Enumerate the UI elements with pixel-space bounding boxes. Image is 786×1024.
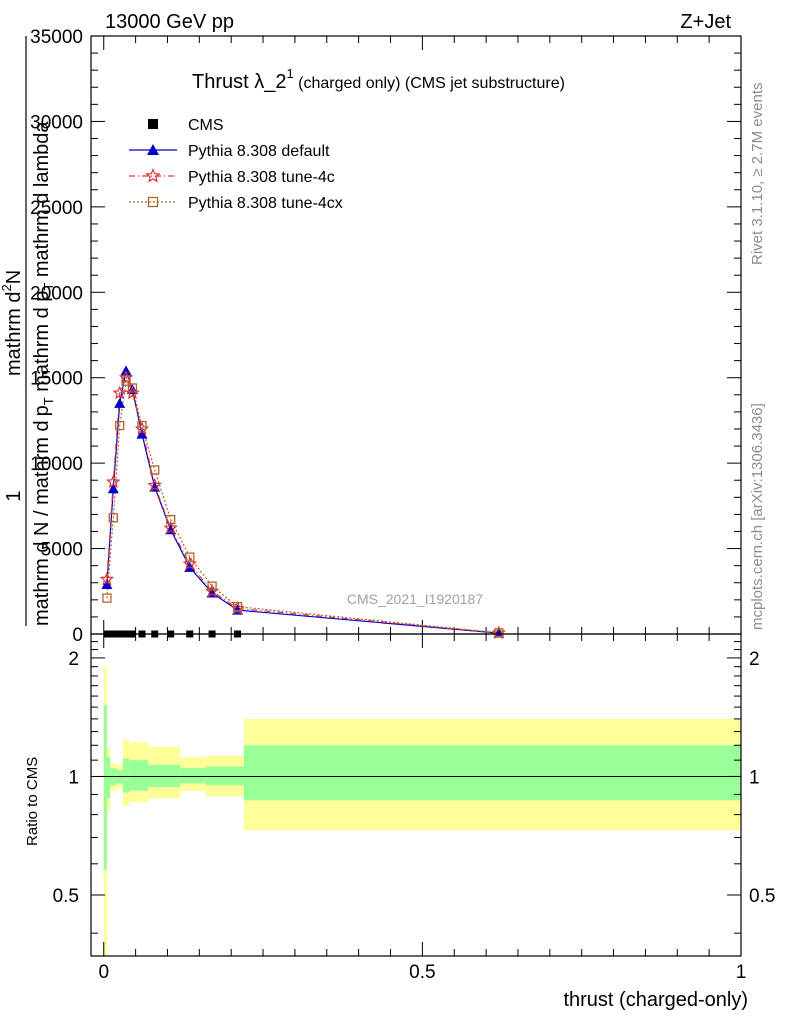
legend-label-2: Pythia 8.308 tune-4c	[188, 169, 335, 186]
legend-label-3: Pythia 8.308 tune-4cx	[188, 195, 343, 212]
legend-label-0: CMS	[188, 117, 224, 134]
ratio-y-label: Ratio to CMS	[24, 757, 41, 846]
ratio-band-green-0	[103, 704, 107, 870]
rivet-label: Rivet 3.1.10, ≥ 2.7M events	[749, 83, 766, 266]
ratio-panel: 0 0.5 1 0.5 0.5 1 1 2 2	[53, 633, 775, 983]
ratio-y-tick-label: 0.5	[53, 886, 79, 907]
ratio-y-tick-label: 1	[68, 767, 79, 788]
series-point-2	[102, 593, 112, 603]
y-tick-label: 10000	[30, 454, 83, 475]
ratio-band-green-5	[129, 760, 149, 791]
plot-title-suffix: (charged only) (CMS jet substructure)	[294, 75, 565, 92]
series-point-2	[108, 513, 118, 523]
ylabel-denom: mathrm d N / mathrm dpT mathrm d pT math…	[31, 121, 56, 626]
y-tick-label: 15000	[30, 369, 83, 390]
x-tick-label: 0.5	[409, 962, 435, 983]
ratio-band-green-1	[106, 757, 111, 799]
ratio-y-tick-label-right: 1	[749, 767, 760, 788]
y-tick-label: 30000	[30, 112, 83, 133]
series-point-1	[182, 556, 198, 571]
header-right: Z+Jet	[680, 11, 731, 33]
series-point-2	[137, 420, 147, 431]
ylabel-one: 1	[3, 490, 25, 501]
y-tick-label: 0	[72, 625, 83, 646]
series-point-2	[166, 514, 176, 525]
ratio-band-green-8	[205, 766, 244, 786]
y-tick-label: 25000	[30, 198, 83, 219]
ratio-y-tick-label: 2	[68, 649, 79, 670]
legend-marker-1	[147, 144, 159, 155]
y-tick-label: 5000	[41, 540, 83, 561]
mcplots-label: mcplots.cern.ch [arXiv:1306.3436]	[749, 403, 766, 630]
y-tick-label: 20000	[30, 283, 83, 304]
main-panel: 0 5000 10000 15000 20000 25000 30000 35000	[30, 27, 742, 646]
x-tick-label: 1	[736, 962, 747, 983]
x-axis-label: thrust (charged-only)	[563, 989, 748, 1011]
ylabel-numer: mathrm d2N	[0, 270, 25, 376]
series-point-2	[207, 581, 217, 591]
x-tick-label: 0	[98, 962, 109, 983]
series-point-2	[150, 465, 160, 475]
ratio-y-tick-label-right: 0.5	[749, 886, 775, 907]
y-axis-label: 1 mathrm d2N mathrm d N / mathrm dpT mat…	[0, 36, 56, 626]
series-point-0	[114, 397, 126, 408]
legend-marker-3	[147, 196, 159, 208]
series-point-1	[112, 385, 127, 400]
series-point-1	[99, 571, 115, 586]
y-tick-label: 35000	[30, 27, 83, 48]
series-point-2	[185, 552, 195, 562]
series-point-2	[494, 628, 504, 638]
legend-marker-0	[148, 119, 158, 129]
series-point-0	[107, 483, 119, 494]
series-point-2	[121, 376, 131, 386]
watermark: CMS_2021_I1920187	[347, 591, 483, 607]
ratio-y-tick-label-right: 2	[749, 649, 760, 670]
plot-title-sup: 1	[286, 66, 293, 81]
ratio-band-green-7	[180, 768, 206, 784]
series-point-1	[106, 474, 121, 489]
plot-title: Thrust λ_21 (charged only) (CMS jet subs…	[192, 66, 565, 93]
ratio-frame	[90, 633, 742, 957]
series-line-1	[106, 376, 499, 634]
series-point-1	[163, 520, 178, 535]
plot-title-main: Thrust λ_2	[192, 71, 286, 93]
series-point-1	[147, 477, 162, 492]
series-point-2	[127, 383, 138, 393]
legend-label-1: Pythia 8.308 default	[188, 143, 330, 160]
legend: CMS Pythia 8.308 default Pythia 8.308 tune…	[129, 117, 343, 212]
header-left: 13000 GeV pp	[105, 11, 234, 33]
series-point-0	[136, 428, 148, 439]
legend-marker-2	[145, 167, 161, 183]
series-point-1	[118, 370, 134, 384]
ratio-band-green-4	[122, 758, 130, 793]
series-point-2	[232, 602, 243, 612]
series-point-2	[115, 420, 125, 431]
ratio-band-green-9	[243, 745, 742, 801]
series-point-0	[101, 578, 113, 589]
